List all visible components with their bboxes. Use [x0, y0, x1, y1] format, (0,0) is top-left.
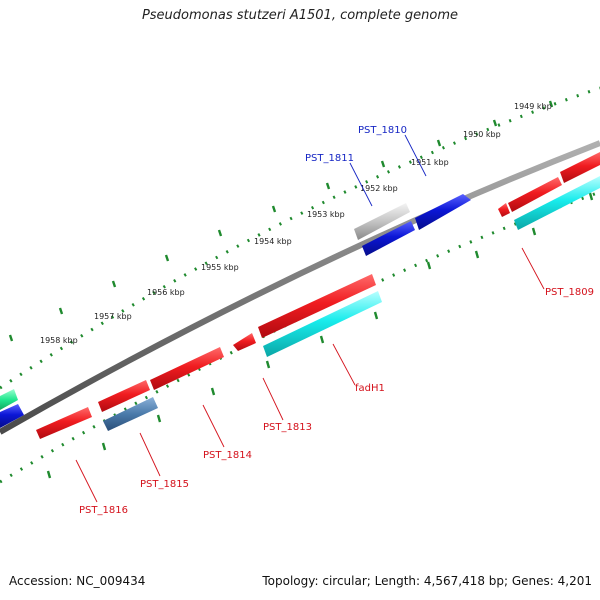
- gene-arrow-red: [498, 203, 510, 217]
- ruler-label: 1949 kbp: [514, 102, 552, 111]
- inner-gene-track: [103, 176, 600, 431]
- leader-line: [521, 247, 545, 290]
- gene-labels: PST_1810 PST_1811 PST_1809 fadH1 PST_181…: [79, 125, 594, 516]
- gene-arrow-red: [36, 407, 92, 439]
- gene-arrow-red: [98, 380, 150, 412]
- gene-label-PST_1816: PST_1816: [79, 505, 128, 516]
- ruler-label: 1956 kbp: [147, 288, 185, 297]
- gene-arrow-red: [560, 152, 600, 183]
- gene-label-PST_1810: PST_1810: [358, 125, 407, 136]
- map-title: Pseudomonas stutzeri A1501, complete gen…: [141, 8, 459, 23]
- gene-arrow-grey: [354, 203, 410, 240]
- ruler-label: 1951 kbp: [411, 158, 449, 167]
- outer-ruler-major-ticks: [8, 100, 554, 342]
- outer-ruler: [0, 86, 600, 390]
- ruler-label: 1955 kbp: [201, 263, 239, 272]
- gene-arrow-blue: [0, 404, 24, 428]
- outer-ruler-dots: [0, 86, 600, 390]
- gene-arrow-red: [150, 347, 224, 390]
- leader-line: [75, 459, 98, 503]
- genome-backbone: [0, 140, 600, 435]
- leader-line: [404, 134, 427, 177]
- gene-arrow-cyan: [514, 176, 600, 230]
- gene-arrow-red: [233, 333, 256, 351]
- ruler-label: 1957 kbp: [94, 312, 132, 321]
- ruler-label: 1950 kbp: [463, 130, 501, 139]
- leader-line: [332, 343, 356, 386]
- label-leaders: [75, 134, 545, 503]
- outer-gene-track: [0, 152, 600, 439]
- gene-arrow-blue: [415, 194, 471, 230]
- gene-label-fadH1: fadH1: [355, 383, 385, 394]
- leader-line: [202, 404, 225, 448]
- gene-label-PST_1815: PST_1815: [140, 479, 189, 490]
- leader-line: [349, 162, 373, 207]
- gene-arrow-green: [0, 389, 18, 410]
- gene-arrow-red: [508, 177, 562, 212]
- leader-line: [139, 432, 161, 477]
- ruler-label: 1953 kbp: [307, 210, 345, 219]
- gene-arrow-red: [258, 274, 376, 338]
- accession-text: Accession: NC_009434: [9, 574, 146, 588]
- inner-ruler-major-ticks: [46, 192, 594, 479]
- gene-label-PST_1809: PST_1809: [545, 287, 594, 298]
- inner-ruler: [0, 190, 600, 484]
- gene-label-PST_1813: PST_1813: [263, 422, 312, 433]
- gene-label-PST_1811: PST_1811: [305, 153, 354, 164]
- ruler-label: 1958 kbp: [40, 336, 78, 345]
- ruler-label: 1952 kbp: [360, 184, 398, 193]
- inner-ruler-dots: [0, 190, 600, 484]
- leader-line: [262, 377, 284, 421]
- ruler-label: 1954 kbp: [254, 237, 292, 246]
- genome-stats-text: Topology: circular; Length: 4,567,418 bp…: [262, 574, 592, 588]
- gene-arrow-steel: [103, 397, 158, 431]
- ruler-labels: 1949 kbp 1950 kbp 1951 kbp 1952 kbp 1953…: [40, 102, 552, 345]
- gene-label-PST_1814: PST_1814: [203, 450, 252, 461]
- gene-arrow-blue: [362, 221, 415, 256]
- gene-arrow-cyan: [263, 291, 382, 357]
